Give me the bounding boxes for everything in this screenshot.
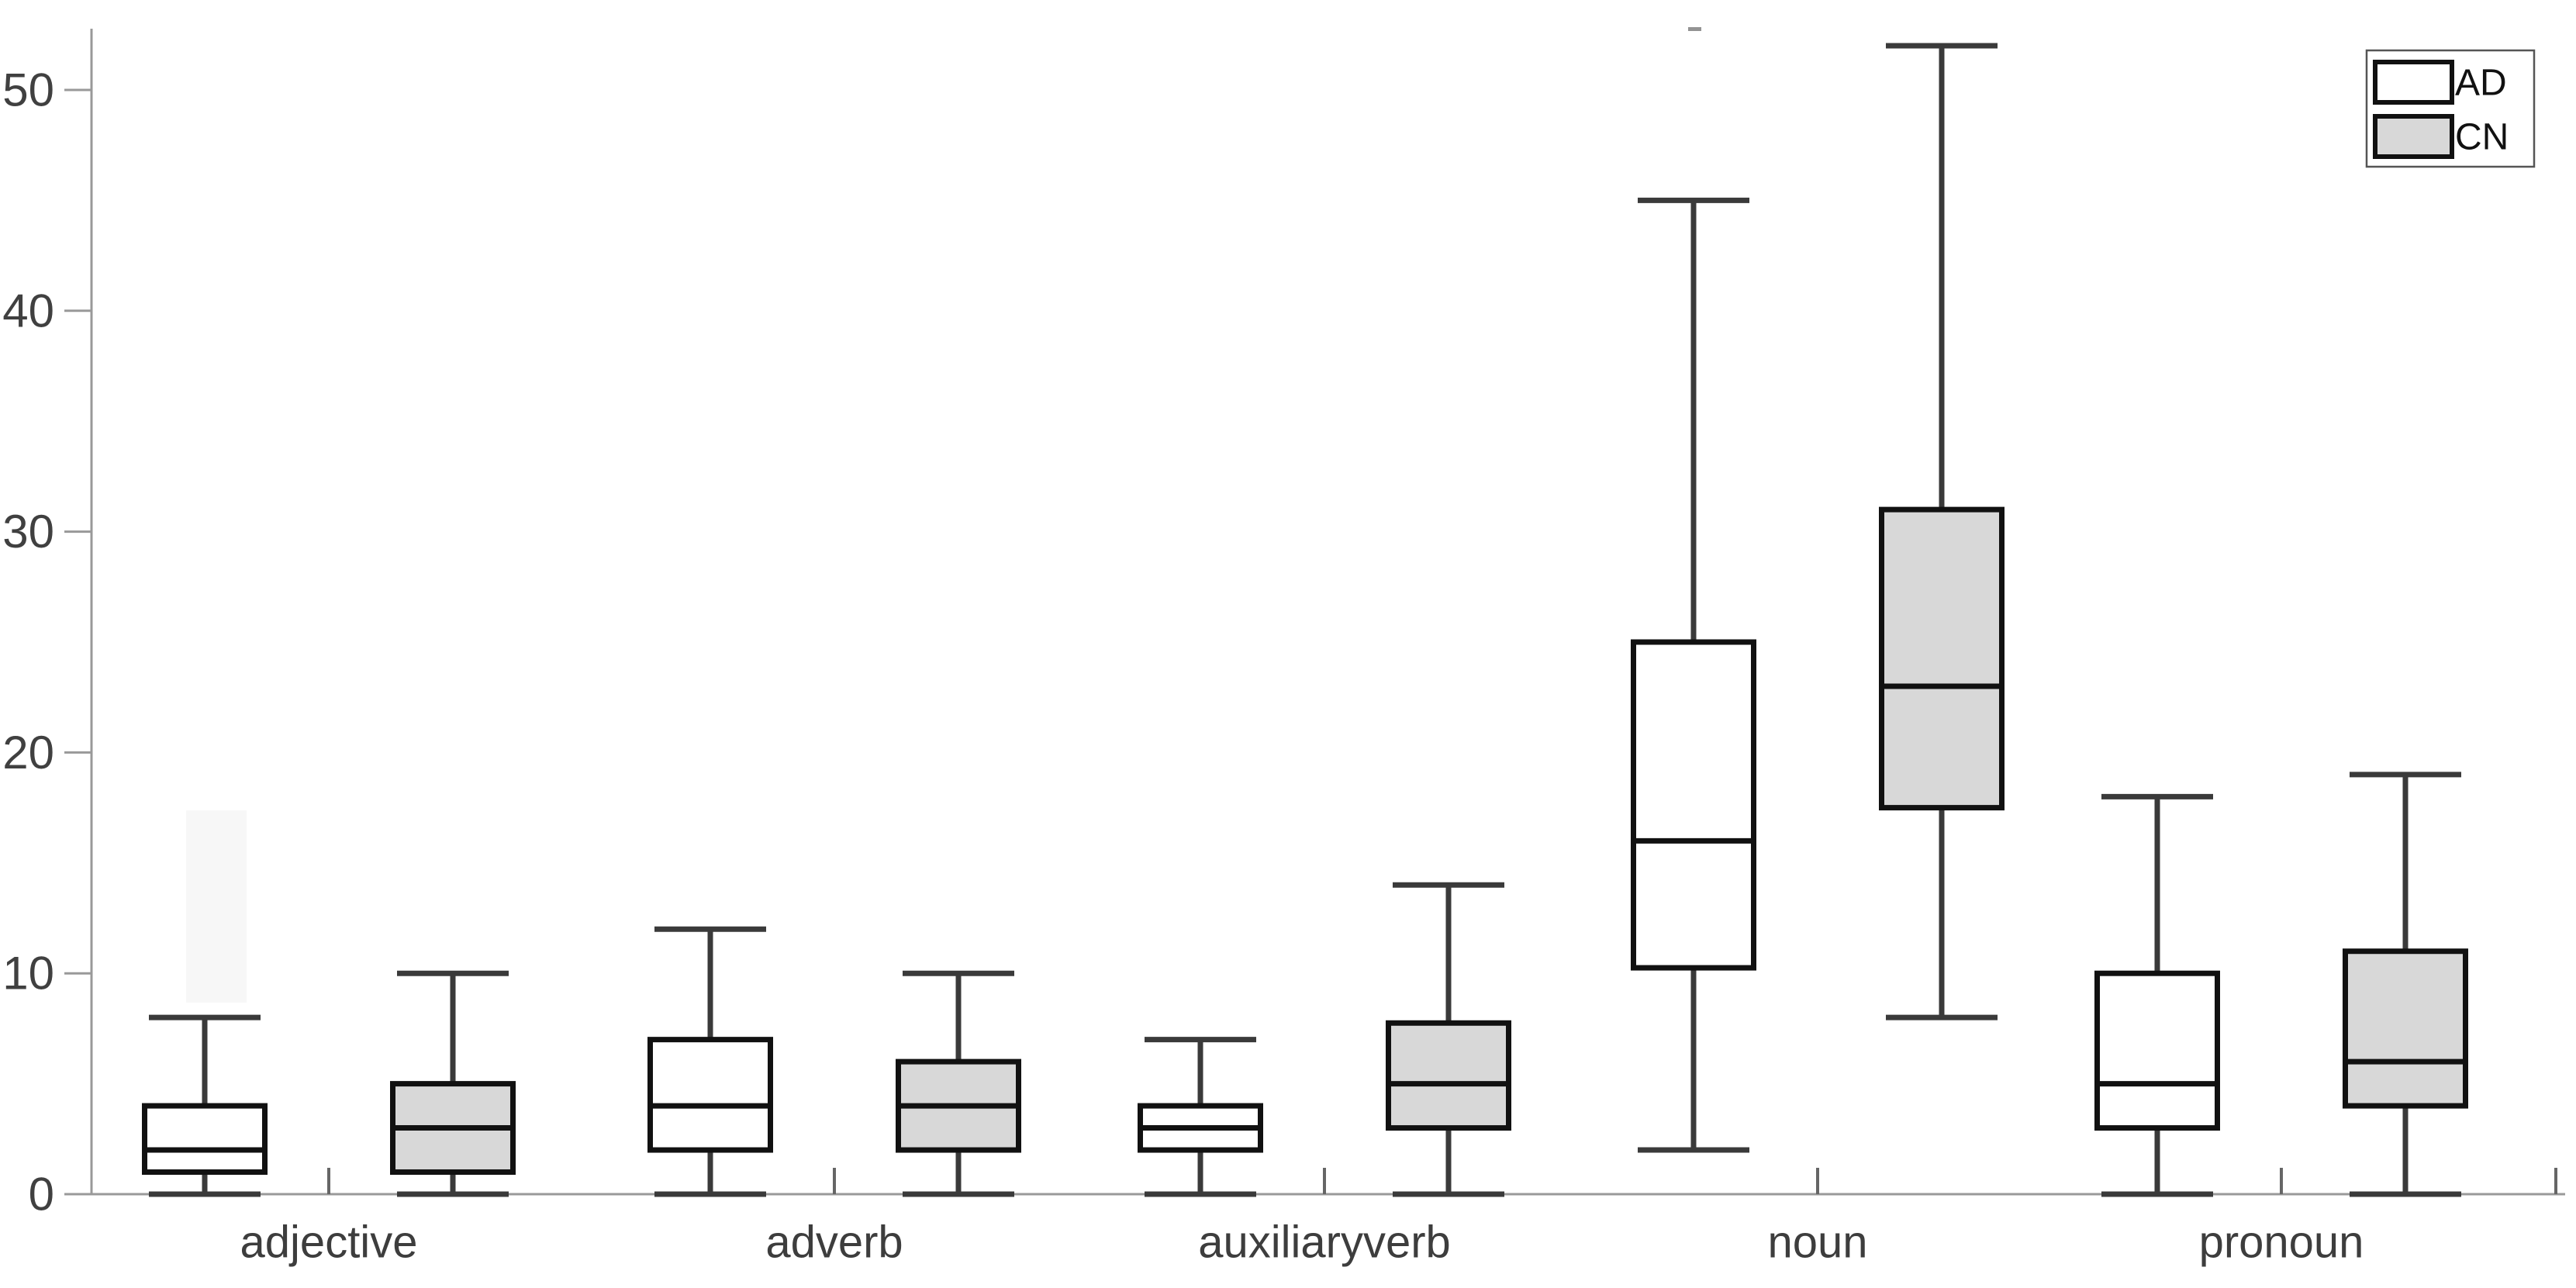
legend-swatch-cn — [2373, 114, 2454, 159]
x-category-label-noun: noun — [1767, 1217, 1867, 1268]
box-AD-adjective — [142, 1103, 268, 1176]
legend-label-cn: CN — [2455, 117, 2509, 158]
box-CN-auxiliaryverb — [1386, 1020, 1511, 1131]
legend-swatch-ad — [2373, 60, 2454, 105]
x-category-label-adverb: adverb — [765, 1217, 903, 1268]
x-category-label-pronoun: pronoun — [2199, 1217, 2364, 1268]
box-CN-pronoun — [2343, 948, 2468, 1109]
artifact-light-rectangle — [186, 810, 247, 1003]
y-tick-label: 20 — [2, 727, 54, 779]
box-AD-pronoun — [2094, 970, 2220, 1131]
x-category-label-adjective: adjective — [240, 1217, 418, 1268]
y-tick-label: 40 — [2, 285, 54, 337]
y-tick-label: 30 — [2, 506, 54, 558]
box-AD-adverb — [647, 1037, 773, 1153]
box-CN-noun — [1879, 506, 2005, 811]
y-tick-label: 0 — [29, 1169, 54, 1221]
box-AD-noun — [1631, 639, 1756, 971]
artifact-top-dash — [1688, 27, 1701, 31]
y-tick-label: 50 — [2, 64, 54, 116]
y-tick-label: 10 — [2, 948, 54, 1000]
x-category-label-auxiliaryverb: auxiliaryverb — [1198, 1217, 1451, 1268]
legend-label-ad: AD — [2455, 63, 2507, 104]
